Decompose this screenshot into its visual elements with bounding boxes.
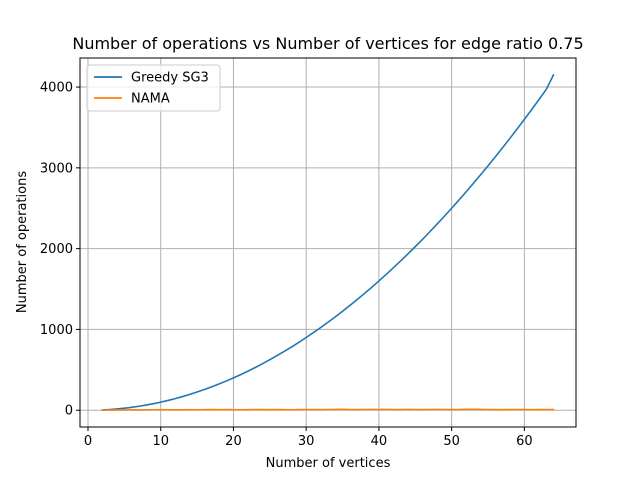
x-axis-label: Number of vertices xyxy=(266,456,391,471)
y-tick-label: 1000 xyxy=(40,323,73,338)
series-layer xyxy=(101,73,555,411)
x-tick-label: 60 xyxy=(516,434,533,449)
grid xyxy=(80,58,576,427)
y-tick-label: 0 xyxy=(65,404,73,419)
series-line-2 xyxy=(101,408,555,411)
x-tick-label: 10 xyxy=(152,434,169,449)
y-axis-label: Number of operations xyxy=(15,171,30,313)
legend-label-1: Greedy SG3 xyxy=(131,71,209,86)
y-axis-ticks: 0 1000 2000 3000 4000 xyxy=(40,81,80,419)
x-axis-ticks: 0 10 20 30 40 50 60 xyxy=(84,427,533,449)
y-tick-label: 4000 xyxy=(40,81,73,96)
legend-items: Greedy SG3 NAMA xyxy=(94,71,209,107)
legend: Greedy SG3 NAMA xyxy=(86,64,221,112)
x-tick-label: 30 xyxy=(298,434,315,449)
chart-title: Number of operations vs Number of vertic… xyxy=(72,34,583,53)
y-tick-label: 3000 xyxy=(40,161,73,176)
plot-frame xyxy=(79,57,577,428)
x-tick-label: 0 xyxy=(84,434,92,449)
x-tick-label: 50 xyxy=(443,434,460,449)
x-tick-label: 20 xyxy=(225,434,242,449)
series-line-1 xyxy=(101,73,555,411)
legend-label-2: NAMA xyxy=(131,92,170,107)
y-tick-label: 2000 xyxy=(40,242,73,257)
x-tick-label: 40 xyxy=(371,434,388,449)
